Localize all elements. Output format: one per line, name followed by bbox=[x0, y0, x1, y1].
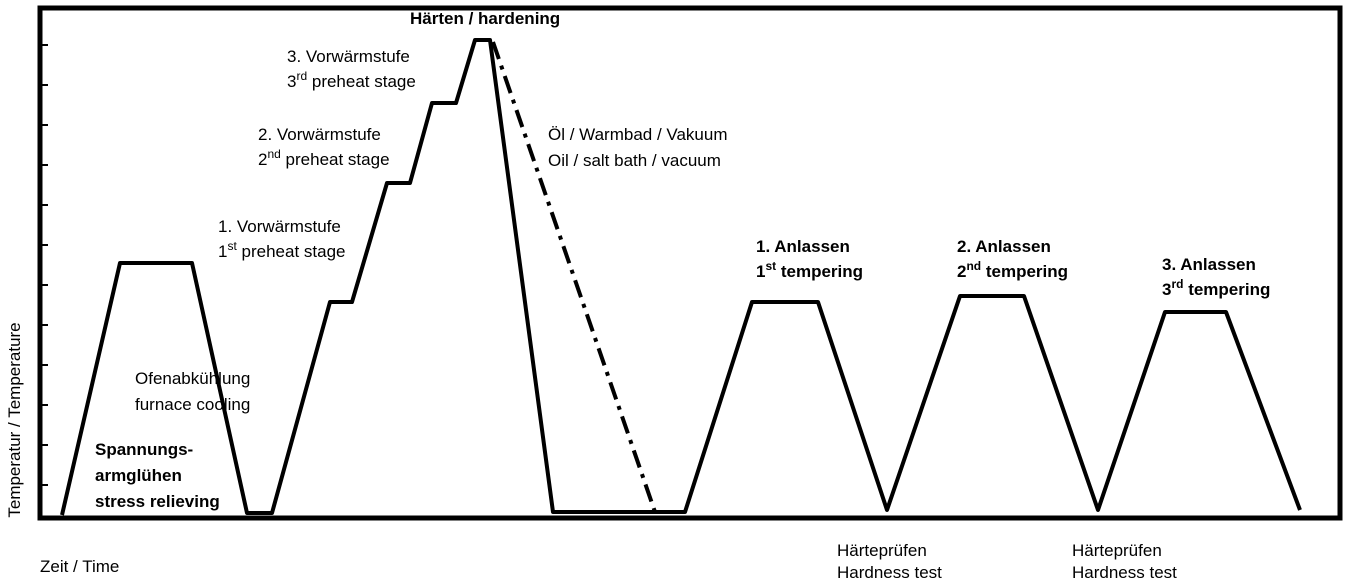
preheat-label-part: 1 bbox=[218, 242, 227, 261]
preheat-label: 1. Vorwärmstufe bbox=[218, 217, 341, 236]
preheat-label-part: preheat stage bbox=[237, 242, 346, 261]
preheat-label-part: nd bbox=[267, 147, 280, 161]
stress-label: armglühen bbox=[95, 466, 182, 485]
preheat-label-part: preheat stage bbox=[281, 150, 390, 169]
stress-label: Spannungs- bbox=[95, 440, 193, 459]
hardness-label: Härteprüfen bbox=[1072, 541, 1162, 560]
preheat-label-part: rd bbox=[296, 69, 307, 83]
hardness-label: Hardness test bbox=[837, 563, 942, 582]
frame bbox=[37, 5, 1343, 521]
tempering-label-part: tempering bbox=[981, 262, 1068, 281]
tempering-label-part: rd bbox=[1171, 277, 1183, 291]
preheat-label: 1st preheat stage bbox=[218, 239, 346, 261]
quench-curve bbox=[491, 41, 657, 513]
tempering-label: 2. Anlassen bbox=[957, 237, 1051, 256]
tempering-label: 2nd tempering bbox=[957, 259, 1068, 281]
preheat-label: 2nd preheat stage bbox=[258, 147, 390, 169]
tempering-label: 3. Anlassen bbox=[1162, 255, 1256, 274]
stress-label: stress relieving bbox=[95, 492, 220, 511]
tempering-label-part: 2 bbox=[957, 262, 966, 281]
tempering-label-part: tempering bbox=[1183, 280, 1270, 299]
x-axis-label: Zeit / Time bbox=[40, 557, 119, 576]
preheat-label-part: preheat stage bbox=[307, 72, 416, 91]
preheat-label-part: 3 bbox=[287, 72, 296, 91]
tempering-label-part: 3 bbox=[1162, 280, 1171, 299]
quench-label: Öl / Warmbad / Vakuum bbox=[548, 125, 728, 144]
hardening-label: Härten / hardening bbox=[410, 9, 560, 28]
tempering-label: 1. Anlassen bbox=[756, 237, 850, 256]
preheat-label: 3rd preheat stage bbox=[287, 69, 416, 91]
ticks bbox=[40, 44, 48, 486]
tempering-label-part: nd bbox=[966, 259, 981, 273]
tempering-label-part: st bbox=[765, 259, 776, 273]
hardness-label: Hardness test bbox=[1072, 563, 1177, 582]
tempering-label-part: 1 bbox=[756, 262, 765, 281]
tempering-label: 3rd tempering bbox=[1162, 277, 1270, 299]
cooling-label: furnace cooling bbox=[135, 395, 250, 414]
process-curve bbox=[60, 38, 1302, 516]
y-axis-label: Temperatur / Temperature bbox=[5, 322, 24, 517]
tempering-label: 1st tempering bbox=[756, 259, 863, 281]
cooling-label: Ofenabkühlung bbox=[135, 369, 250, 388]
preheat-label: 3. Vorwärmstufe bbox=[287, 47, 410, 66]
preheat-label: 2. Vorwärmstufe bbox=[258, 125, 381, 144]
preheat-label-part: st bbox=[227, 239, 237, 253]
hardness-label: Härteprüfen bbox=[837, 541, 927, 560]
tempering-label-part: tempering bbox=[776, 262, 863, 281]
preheat-label-part: 2 bbox=[258, 150, 267, 169]
quench-label: Oil / salt bath / vacuum bbox=[548, 151, 721, 170]
